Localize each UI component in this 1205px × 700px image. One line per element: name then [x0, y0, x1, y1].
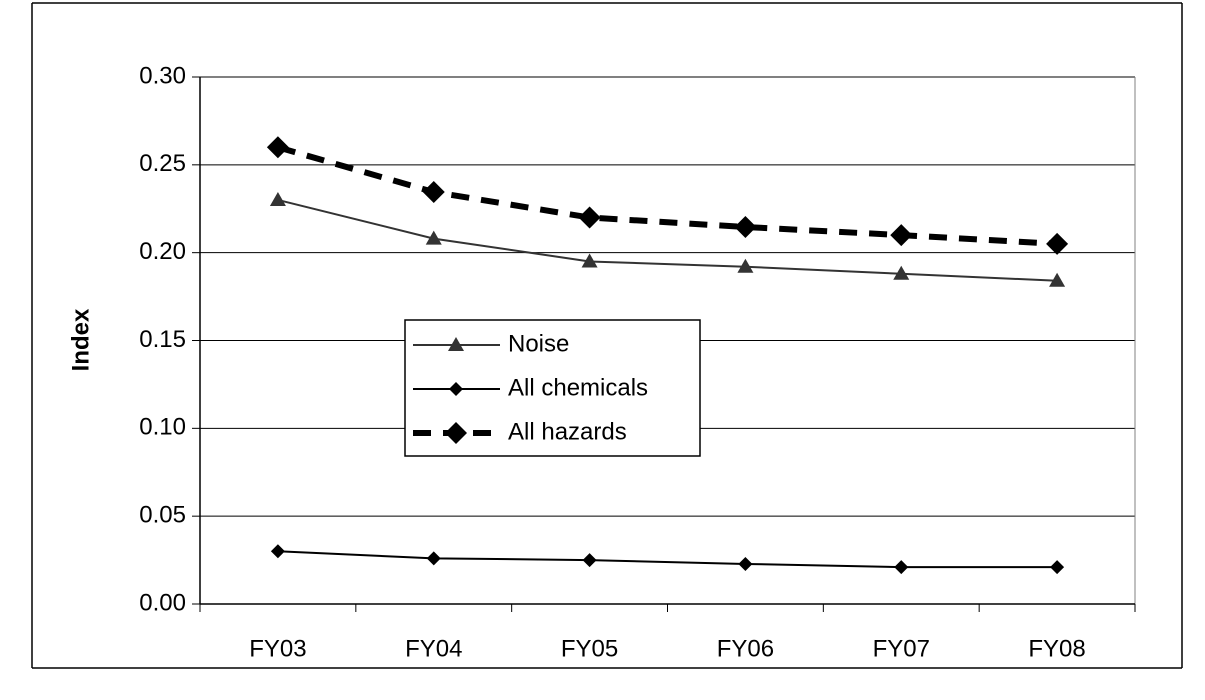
y-tick-label: 0.00 — [139, 589, 186, 616]
marker — [1050, 560, 1065, 575]
legend-marker — [449, 382, 463, 396]
marker — [578, 206, 601, 229]
marker — [890, 224, 913, 247]
legend-marker — [445, 422, 467, 444]
y-tick-label: 0.20 — [139, 238, 186, 265]
marker — [734, 216, 757, 239]
legend-marker — [448, 337, 464, 351]
legend-label: All chemicals — [508, 374, 648, 401]
marker — [738, 556, 753, 571]
series-line — [277, 144, 1058, 247]
marker — [582, 553, 597, 568]
marker — [426, 551, 441, 566]
y-tick-label: 0.05 — [139, 502, 186, 529]
marker — [425, 230, 442, 245]
y-tick-label: 0.30 — [139, 62, 186, 89]
marker — [1046, 232, 1069, 255]
x-tick-label: FY07 — [873, 635, 930, 662]
marker — [266, 136, 289, 159]
marker — [581, 253, 598, 268]
marker — [1049, 272, 1066, 287]
x-tick-label: FY04 — [405, 635, 462, 662]
x-tick-label: FY03 — [249, 635, 306, 662]
series-line — [277, 550, 1058, 569]
marker — [893, 265, 910, 280]
y-tick-label: 0.25 — [139, 150, 186, 177]
legend-label: Noise — [508, 330, 569, 357]
x-tick-label: FY06 — [717, 635, 774, 662]
y-axis-title: Index — [67, 308, 94, 371]
series-line — [277, 198, 1058, 282]
marker — [737, 258, 754, 273]
y-tick-label: 0.15 — [139, 326, 186, 353]
x-tick-label: FY08 — [1028, 635, 1085, 662]
marker — [269, 191, 286, 206]
marker — [270, 544, 285, 559]
y-tick-label: 0.10 — [139, 414, 186, 441]
x-tick-label: FY05 — [561, 635, 618, 662]
marker — [894, 560, 909, 575]
marker — [422, 181, 445, 204]
legend-label: All hazards — [508, 418, 627, 445]
